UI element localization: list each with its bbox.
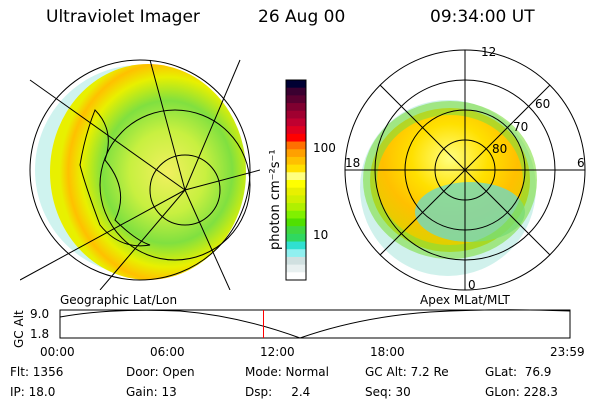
colorbar-swatch bbox=[286, 126, 306, 135]
colorbar-swatch bbox=[286, 226, 306, 235]
colorbar-swatch bbox=[286, 256, 306, 266]
colorbar-swatch bbox=[286, 241, 306, 250]
colorbar-swatch bbox=[286, 141, 306, 150]
lat-80: 80 bbox=[492, 142, 508, 156]
right-panel-label: Apex MLat/MLT bbox=[420, 293, 510, 307]
colorbar-swatch bbox=[286, 180, 306, 189]
colorbar-swatch bbox=[286, 87, 306, 96]
time-tick: 12:00 bbox=[260, 345, 295, 359]
sequence-number: Seq: 30 bbox=[365, 385, 411, 399]
colorbar-swatch bbox=[286, 233, 306, 243]
colorbar-swatch bbox=[286, 172, 306, 181]
lat-60: 60 bbox=[535, 97, 551, 111]
colorbar-swatch bbox=[286, 249, 306, 258]
colorbar-swatch bbox=[286, 80, 306, 89]
gc-altitude: GC Alt: 7.2 Re bbox=[365, 365, 449, 379]
colorbar-swatch bbox=[286, 272, 306, 281]
colorbar-swatch bbox=[286, 103, 306, 112]
dsp-value: Dsp: 2.4 bbox=[245, 385, 311, 399]
flight-number: Flt: 1356 bbox=[10, 365, 64, 379]
date-label: 26 Aug 00 bbox=[258, 7, 346, 27]
colorbar-swatch bbox=[286, 203, 306, 212]
colorbar-swatch bbox=[286, 195, 306, 204]
polar-grid bbox=[344, 49, 586, 291]
colorbar-swatch bbox=[286, 210, 306, 219]
colorbar-swatch bbox=[286, 187, 306, 196]
timeline-ytick-min: 1.8 bbox=[30, 327, 50, 341]
time-tick: 18:00 bbox=[370, 345, 405, 359]
colorbar-label: photon cm⁻²s⁻¹ bbox=[268, 149, 283, 250]
time-tick: 06:00 bbox=[150, 345, 185, 359]
mode-value: Mode: Normal bbox=[245, 365, 329, 379]
colorbar-swatch bbox=[286, 149, 306, 158]
colorbar-swatch bbox=[286, 95, 306, 104]
mlt-12: 12 bbox=[481, 45, 497, 59]
ip-value: IP: 18.0 bbox=[10, 385, 56, 399]
geographic-longitude: GLon: 228.3 bbox=[485, 385, 558, 399]
instrument-title: Ultraviolet Imager bbox=[46, 7, 200, 27]
colorbar bbox=[286, 80, 306, 281]
mlt-6: 6 bbox=[577, 156, 585, 170]
colorbar-swatch bbox=[286, 133, 306, 143]
mlt-0: 0 bbox=[468, 278, 476, 292]
colorbar-swatch bbox=[286, 264, 306, 273]
colorbar-swatch bbox=[286, 118, 306, 127]
door-status: Door: Open bbox=[126, 365, 195, 379]
timeline-ytick-max: 9.0 bbox=[30, 307, 50, 321]
colorbar-tick-100: 100 bbox=[313, 141, 336, 155]
colorbar-swatch bbox=[286, 164, 306, 173]
left-panel-label: Geographic Lat/Lon bbox=[60, 293, 178, 307]
geographic-latitude: GLat: 76.9 bbox=[485, 365, 552, 379]
time-tick: 00:00 bbox=[40, 345, 75, 359]
lat-70: 70 bbox=[513, 120, 529, 134]
geographic-image bbox=[20, 59, 260, 290]
colorbar-swatch bbox=[286, 110, 306, 119]
colorbar-tick-10: 10 bbox=[313, 228, 329, 242]
time-label: 09:34:00 UT bbox=[430, 7, 535, 27]
time-tick: 23:59 bbox=[550, 345, 585, 359]
apex-image bbox=[360, 100, 537, 276]
colorbar-swatch bbox=[286, 156, 306, 166]
timeline-ylabel: GC Alt bbox=[12, 310, 26, 348]
colorbar-swatch bbox=[286, 218, 306, 227]
mlt-18: 18 bbox=[345, 156, 361, 170]
timeline-frame bbox=[59, 309, 571, 339]
gain-value: Gain: 13 bbox=[126, 385, 177, 399]
